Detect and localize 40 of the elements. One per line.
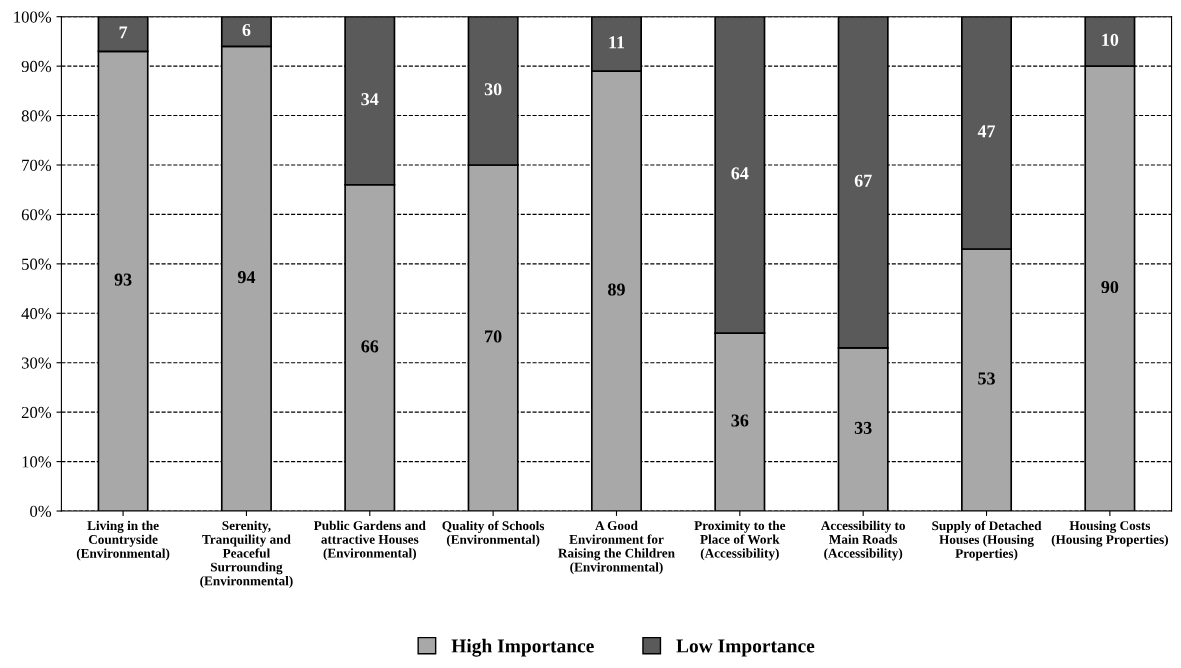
- y-tick-label: 30%: [21, 357, 52, 369]
- data-label: 10: [1102, 33, 1119, 46]
- data-label: 7: [119, 26, 128, 39]
- x-tick-label: Serenity, Tranquility and Peaceful Surrounding (Environmental): [200, 520, 293, 589]
- data-label: 53: [978, 372, 995, 385]
- x-tick-label: Supply of Detached Houses (Housing Properties): [932, 520, 1042, 561]
- legend-label: High Importance: [451, 638, 594, 657]
- data-label: 11: [609, 36, 625, 49]
- y-tick-label: 80%: [21, 110, 52, 122]
- x-tick-label: Housing Costs (Housing Properties): [1051, 520, 1168, 547]
- data-label: 47: [977, 125, 996, 138]
- data-label: 89: [608, 283, 625, 296]
- data-label: 70: [485, 330, 502, 343]
- y-tick-label: 50%: [22, 258, 52, 270]
- y-tick-label: 100%: [14, 11, 52, 23]
- y-tick-label: 20%: [21, 406, 52, 419]
- data-label: 66: [361, 340, 379, 353]
- legend-label: Low Importance: [676, 639, 815, 657]
- data-label: 34: [361, 93, 379, 106]
- data-label: 90: [1101, 280, 1119, 294]
- y-tick-label: 60%: [21, 209, 52, 221]
- x-tick-label: Accessibility to Main Roads (Accessibility): [820, 520, 905, 561]
- x-tick-label: Proximity to the Place of Work (Accessibility): [694, 520, 786, 561]
- data-label: 6: [242, 23, 251, 37]
- y-tick-label: 10%: [22, 456, 52, 468]
- data-label: 30: [484, 83, 502, 96]
- data-label: 64: [731, 167, 749, 180]
- x-tick-label: Living in the Countryside (Environmental): [76, 520, 170, 561]
- data-label: 33: [854, 421, 872, 434]
- x-tick-label: Quality of Schools (Environmental): [442, 520, 545, 547]
- x-tick-label: Public Gardens and attractive Houses (Environmental): [313, 520, 426, 561]
- y-tick-label: 70%: [22, 159, 52, 171]
- y-tick-label: 0%: [30, 505, 52, 518]
- y-tick-label: 90%: [21, 60, 52, 73]
- data-label: 94: [237, 271, 256, 284]
- x-tick-label: A Good Environment for Raising the Children (Environmental): [558, 520, 675, 575]
- data-label: 93: [114, 273, 132, 286]
- data-label: 36: [731, 414, 749, 427]
- y-tick-label: 40%: [21, 307, 52, 320]
- data-label: 67: [854, 174, 872, 187]
